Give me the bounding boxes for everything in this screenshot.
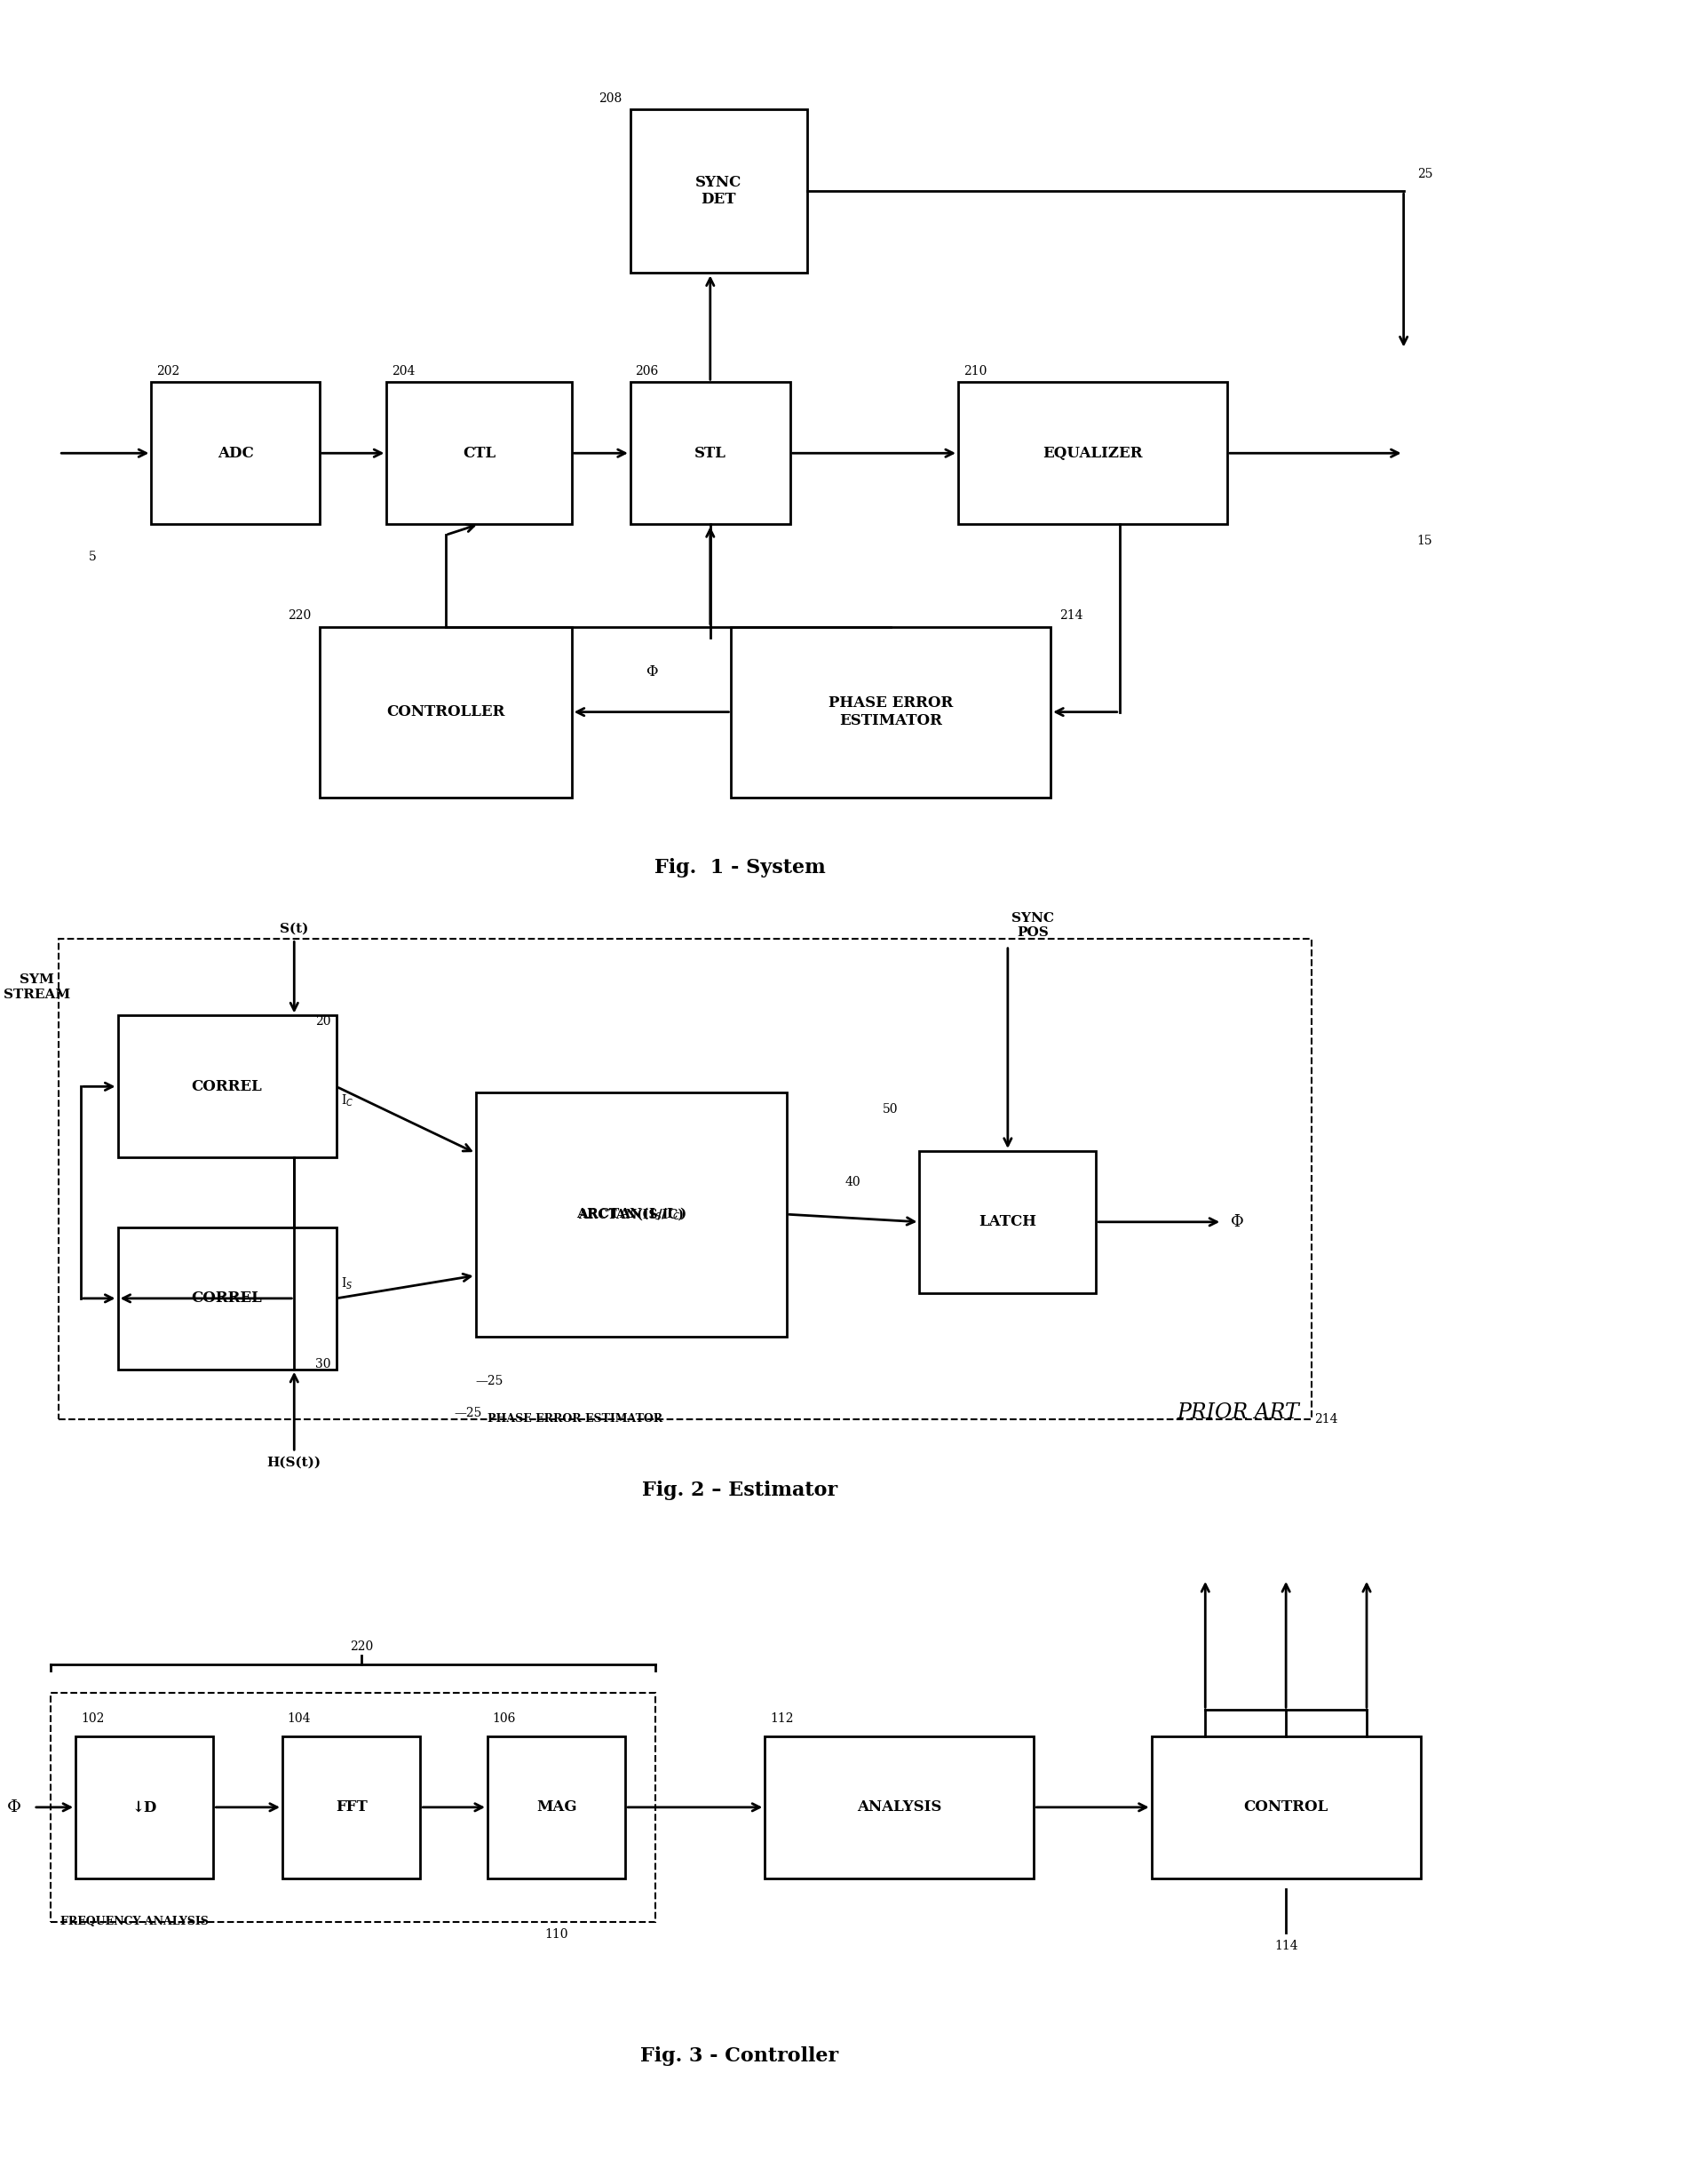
Text: FREQUENCY ANALYSIS: FREQUENCY ANALYSIS [61,1915,208,1926]
Text: 214: 214 [1315,1413,1338,1426]
FancyBboxPatch shape [958,382,1227,524]
Text: CONTROL: CONTROL [1244,1800,1328,1815]
Text: 110: 110 [545,1928,568,1942]
Text: SYNC
POS: SYNC POS [1012,913,1054,939]
FancyBboxPatch shape [319,627,572,797]
Text: 206: 206 [635,365,659,378]
Text: I$_S$: I$_S$ [341,1275,353,1293]
Text: 204: 204 [392,365,415,378]
Text: 210: 210 [963,365,987,378]
Text: Φ: Φ [1230,1214,1244,1230]
Text: 220: 220 [350,1640,373,1653]
Text: 104: 104 [287,1712,311,1725]
Text: 112: 112 [770,1712,793,1725]
Text: ADC: ADC [217,446,254,461]
FancyBboxPatch shape [282,1736,420,1878]
FancyBboxPatch shape [765,1736,1034,1878]
Text: LATCH: LATCH [978,1214,1037,1230]
FancyBboxPatch shape [920,1151,1096,1293]
Text: 20: 20 [316,1016,331,1026]
Text: ↓D: ↓D [133,1800,156,1815]
FancyBboxPatch shape [118,1227,336,1369]
Text: 106: 106 [493,1712,516,1725]
FancyBboxPatch shape [630,382,790,524]
Text: I$_C$: I$_C$ [341,1094,355,1109]
Text: 202: 202 [156,365,180,378]
Text: CORREL: CORREL [192,1079,262,1094]
Text: 25: 25 [1417,168,1432,179]
Text: —25: —25 [454,1406,482,1420]
Text: ANALYSIS: ANALYSIS [857,1800,941,1815]
Text: PHASE ERROR
ESTIMATOR: PHASE ERROR ESTIMATOR [829,697,953,727]
Text: PRIOR ART: PRIOR ART [1177,1402,1299,1422]
Text: 214: 214 [1059,609,1083,622]
Text: 114: 114 [1274,1939,1298,1952]
Text: —25: —25 [476,1376,504,1387]
Text: 15: 15 [1417,535,1432,548]
Text: Fig.  1 - System: Fig. 1 - System [654,858,825,878]
Text: 208: 208 [598,92,622,105]
Text: CONTROLLER: CONTROLLER [387,705,504,719]
Text: CTL: CTL [462,446,496,461]
Text: MAG: MAG [536,1800,577,1815]
Text: SYNC
DET: SYNC DET [696,175,741,207]
Text: FFT: FFT [336,1800,366,1815]
Text: H(S(t)): H(S(t)) [267,1457,321,1470]
Text: 30: 30 [316,1358,331,1369]
FancyBboxPatch shape [151,382,319,524]
Text: 220: 220 [287,609,311,622]
Text: 5: 5 [89,550,96,563]
Text: Fig. 2 – Estimator: Fig. 2 – Estimator [642,1481,837,1500]
Text: ARCTAN(IS/IC): ARCTAN(IS/IC) [578,1208,684,1221]
Text: Fig. 3 - Controller: Fig. 3 - Controller [640,2046,839,2066]
Text: 50: 50 [883,1103,898,1116]
Text: EQUALIZER: EQUALIZER [1042,446,1143,461]
Text: 102: 102 [81,1712,104,1725]
FancyBboxPatch shape [487,1736,625,1878]
Text: Φ: Φ [7,1800,20,1815]
Text: STL: STL [694,446,726,461]
Text: CORREL: CORREL [192,1291,262,1306]
FancyBboxPatch shape [630,109,807,273]
FancyBboxPatch shape [387,382,572,524]
FancyBboxPatch shape [731,627,1051,797]
FancyBboxPatch shape [1151,1736,1420,1878]
Text: SYM
STREAM: SYM STREAM [3,974,71,1000]
FancyBboxPatch shape [118,1016,336,1158]
Text: 40: 40 [846,1175,861,1188]
Text: PHASE ERROR ESTIMATOR: PHASE ERROR ESTIMATOR [487,1413,662,1424]
Text: Φ: Φ [646,664,657,679]
Text: S(t): S(t) [279,922,309,935]
FancyBboxPatch shape [76,1736,213,1878]
Text: ARCTAN(I$_S$/I$_C$): ARCTAN(I$_S$/I$_C$) [577,1206,686,1223]
FancyBboxPatch shape [476,1092,787,1337]
